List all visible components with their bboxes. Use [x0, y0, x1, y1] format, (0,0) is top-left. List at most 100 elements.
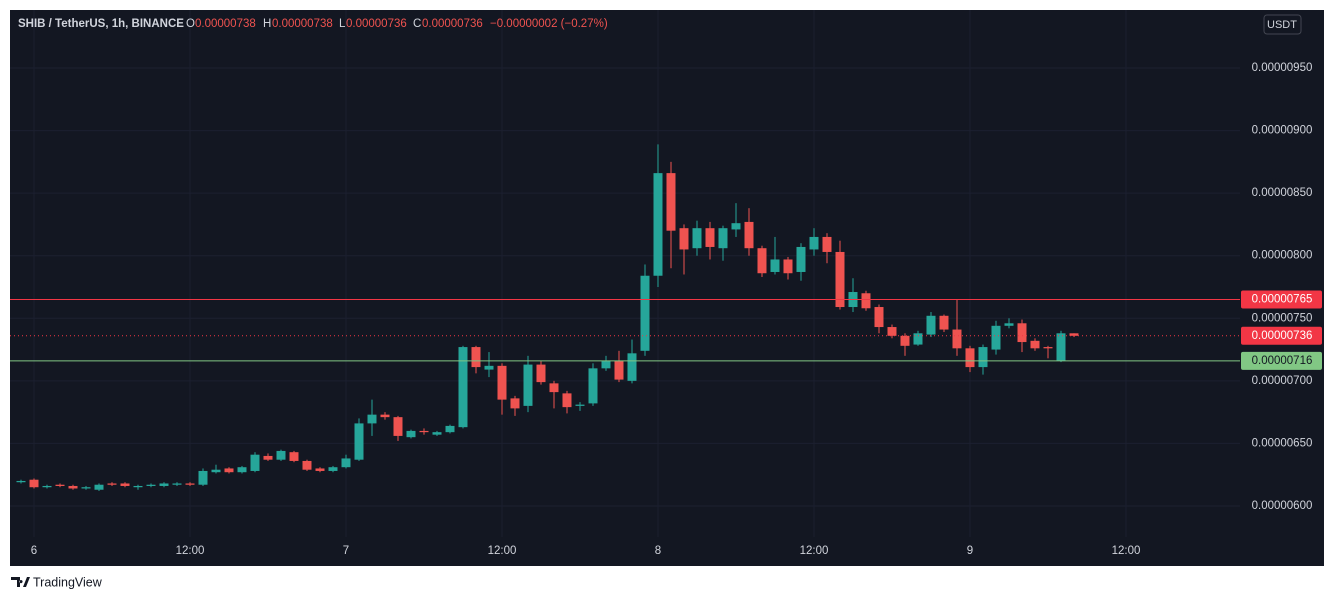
candle-body	[575, 404, 585, 406]
brand: TradingView	[33, 575, 103, 589]
x-tick-label: 6	[31, 545, 37, 557]
candle-body	[185, 483, 195, 485]
candle-body	[874, 307, 884, 328]
candle-body	[1056, 333, 1066, 361]
candle-body	[224, 468, 234, 473]
candle-body	[1004, 323, 1014, 326]
logo-icon	[11, 577, 30, 587]
x-tick-label: 8	[655, 545, 661, 557]
candle-body	[861, 293, 871, 309]
price-label-box	[1241, 290, 1322, 309]
candle-body	[536, 364, 546, 383]
candle-body	[120, 483, 130, 486]
x-tick-label: 12:00	[800, 545, 829, 557]
tradingview-logo[interactable]: TradingView	[11, 575, 103, 589]
candle-body	[614, 360, 624, 380]
candle-body	[16, 480, 26, 483]
candle-body	[55, 484, 65, 486]
y-tick-label: 0.00000800	[1252, 250, 1313, 262]
open-value: 0.00000738	[195, 18, 256, 30]
candle-body	[640, 275, 650, 351]
candle-body	[172, 483, 182, 485]
price-label: 0.00000716	[1252, 355, 1313, 367]
candle-body	[497, 365, 507, 400]
candle-body	[887, 327, 897, 336]
currency[interactable]: USDT	[1267, 19, 1297, 31]
candle-body	[549, 383, 559, 393]
candle-body	[419, 430, 429, 433]
low-label: L	[339, 18, 346, 30]
symbol[interactable]: SHIB / TetherUS, 1h, BINANCE	[18, 18, 184, 30]
high-value: 0.00000738	[272, 18, 333, 30]
y-tick-label: 0.00000600	[1252, 500, 1313, 512]
candle-body	[42, 485, 52, 488]
open-label: O	[186, 18, 195, 30]
y-tick-label: 0.00000950	[1252, 62, 1313, 74]
y-tick-label: 0.00000900	[1252, 125, 1313, 137]
candle-body	[1069, 333, 1079, 336]
candle-body	[302, 460, 312, 470]
candle-body	[913, 333, 923, 345]
candle-body	[588, 368, 598, 404]
candle-body	[471, 347, 481, 368]
close-value: 0.00000736	[422, 18, 483, 30]
x-tick-label: 7	[343, 545, 349, 557]
price-label-box	[1241, 326, 1322, 345]
candle-body	[250, 454, 260, 471]
candle-body	[965, 348, 975, 368]
candle-body	[198, 470, 208, 485]
low-value: 0.00000736	[346, 18, 407, 30]
candle-body	[835, 251, 845, 308]
candle-body	[276, 450, 286, 460]
price-label: 0.00000765	[1252, 294, 1313, 306]
candle-body	[939, 315, 949, 330]
candle-body	[68, 485, 78, 489]
candle-body	[159, 483, 169, 486]
candle-body	[237, 467, 247, 473]
candle-body	[1030, 340, 1040, 349]
candle-body	[133, 485, 143, 488]
candle-body	[29, 479, 39, 488]
candle-body	[380, 414, 390, 418]
y-tick-label: 0.00000650	[1252, 437, 1313, 449]
candle-body	[107, 483, 117, 485]
close-label: C	[413, 18, 421, 30]
x-tick-label: 12:00	[1112, 545, 1141, 557]
candle-body	[627, 353, 637, 381]
candle-body	[666, 173, 676, 231]
candle-body	[796, 246, 806, 272]
candle-body	[367, 414, 377, 424]
candle-body	[354, 423, 364, 460]
candle-body	[900, 335, 910, 346]
x-tick-label: 9	[967, 545, 973, 557]
y-tick-label: 0.00000750	[1252, 312, 1313, 324]
candle-body	[94, 484, 104, 490]
candle-body	[263, 455, 273, 460]
candle-body	[315, 468, 325, 471]
plot	[10, 10, 1240, 537]
candle-body	[1043, 347, 1053, 349]
candle-body	[328, 467, 338, 471]
candle-body	[653, 173, 663, 276]
x-tick-label: 12:00	[488, 545, 517, 557]
candle-body	[757, 248, 767, 274]
price-label-box	[1241, 351, 1322, 370]
candle-body	[289, 452, 299, 461]
candle-body	[744, 221, 754, 249]
high-label: H	[263, 18, 271, 30]
currency-button[interactable]	[1263, 14, 1302, 35]
candle-body	[523, 364, 533, 406]
price-label: 0.00000736	[1252, 330, 1313, 342]
candle-body	[432, 432, 442, 435]
candle-body	[601, 360, 611, 369]
candle-body	[783, 259, 793, 274]
candle-body	[341, 458, 351, 468]
y-tick-label: 0.00000700	[1252, 375, 1313, 387]
candle-body	[718, 228, 728, 249]
candle-body	[81, 487, 91, 489]
candle-body	[1017, 323, 1027, 343]
candle-body	[978, 347, 988, 368]
candle-body	[926, 315, 936, 335]
